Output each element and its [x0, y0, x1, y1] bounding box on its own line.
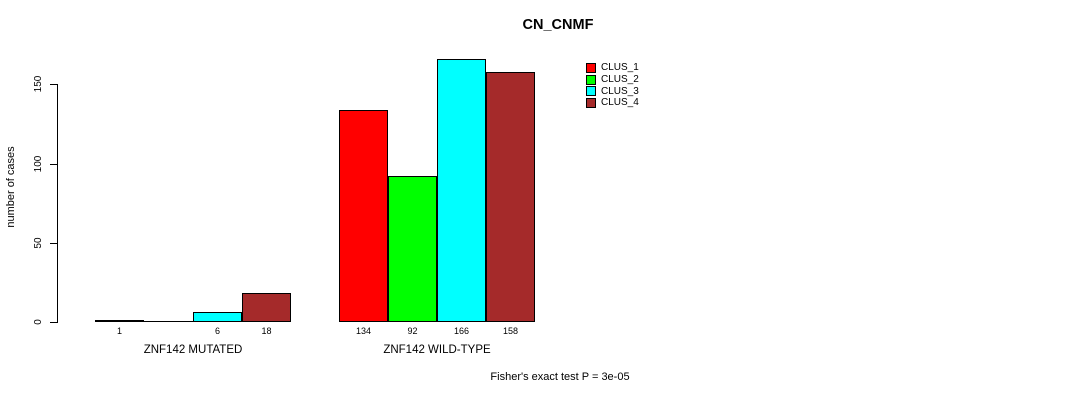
y-tick-100: [50, 164, 57, 165]
y-tick-label-0: 0: [32, 319, 44, 325]
legend-item-clus_4: CLUS_4: [586, 97, 639, 109]
chart-title: CN_CNMF: [522, 17, 594, 33]
y-tick-label-100: 100: [32, 155, 44, 173]
group-label-2: ZNF142 WILD-TYPE: [383, 344, 491, 356]
y-axis-line: [57, 84, 58, 323]
legend-label-clus_3: CLUS_3: [601, 85, 639, 97]
bar-value-label-clus_1-group2: 134: [355, 326, 372, 336]
legend-swatch-clus_1: [586, 62, 596, 73]
bar-value-label-clus_3-group1: 6: [214, 326, 221, 336]
legend-item-clus_1: CLUS_1: [586, 62, 639, 74]
bar-clus_1-group1: [95, 320, 144, 322]
bar-clus_3-group2: [437, 59, 486, 322]
legend-label-clus_2: CLUS_2: [601, 74, 639, 86]
bar-clus_1-group2: [339, 110, 388, 322]
bar-clus_3-group1: [193, 312, 242, 322]
bar-value-label-clus_4-group2: 158: [502, 326, 519, 336]
bar-value-label-clus_4-group1: 18: [261, 326, 272, 336]
y-tick-label-50: 50: [32, 237, 44, 249]
y-tick-label-150: 150: [32, 75, 44, 93]
bar-clus_4-group2: [486, 72, 535, 322]
bar-value-label-clus_3-group2: 166: [453, 326, 470, 336]
fisher-test-annotation: Fisher's exact test P = 3e-05: [490, 371, 630, 383]
legend-swatch-clus_2: [586, 74, 596, 85]
bar-value-label-clus_2-group2: 92: [407, 326, 418, 336]
legend-label-clus_4: CLUS_4: [601, 97, 639, 109]
legend-item-clus_2: CLUS_2: [586, 74, 639, 86]
y-tick-150: [50, 84, 57, 85]
bar-value-label-clus_1-group1: 1: [116, 326, 123, 336]
bar-clus_4-group1: [242, 293, 291, 322]
legend-swatch-clus_4: [586, 97, 596, 108]
legend-item-clus_3: CLUS_3: [586, 85, 639, 97]
legend-swatch-clus_3: [586, 86, 596, 97]
legend-label-clus_1: CLUS_1: [601, 62, 639, 74]
bar-clus_2-group1-zero: [144, 321, 193, 322]
y-tick-50: [50, 243, 57, 244]
group-label-1: ZNF142 MUTATED: [143, 344, 243, 356]
legend: CLUS_1 CLUS_2 CLUS_3 CLUS_4: [586, 62, 639, 109]
y-tick-0: [50, 322, 57, 323]
bar-clus_2-group2: [388, 176, 437, 322]
